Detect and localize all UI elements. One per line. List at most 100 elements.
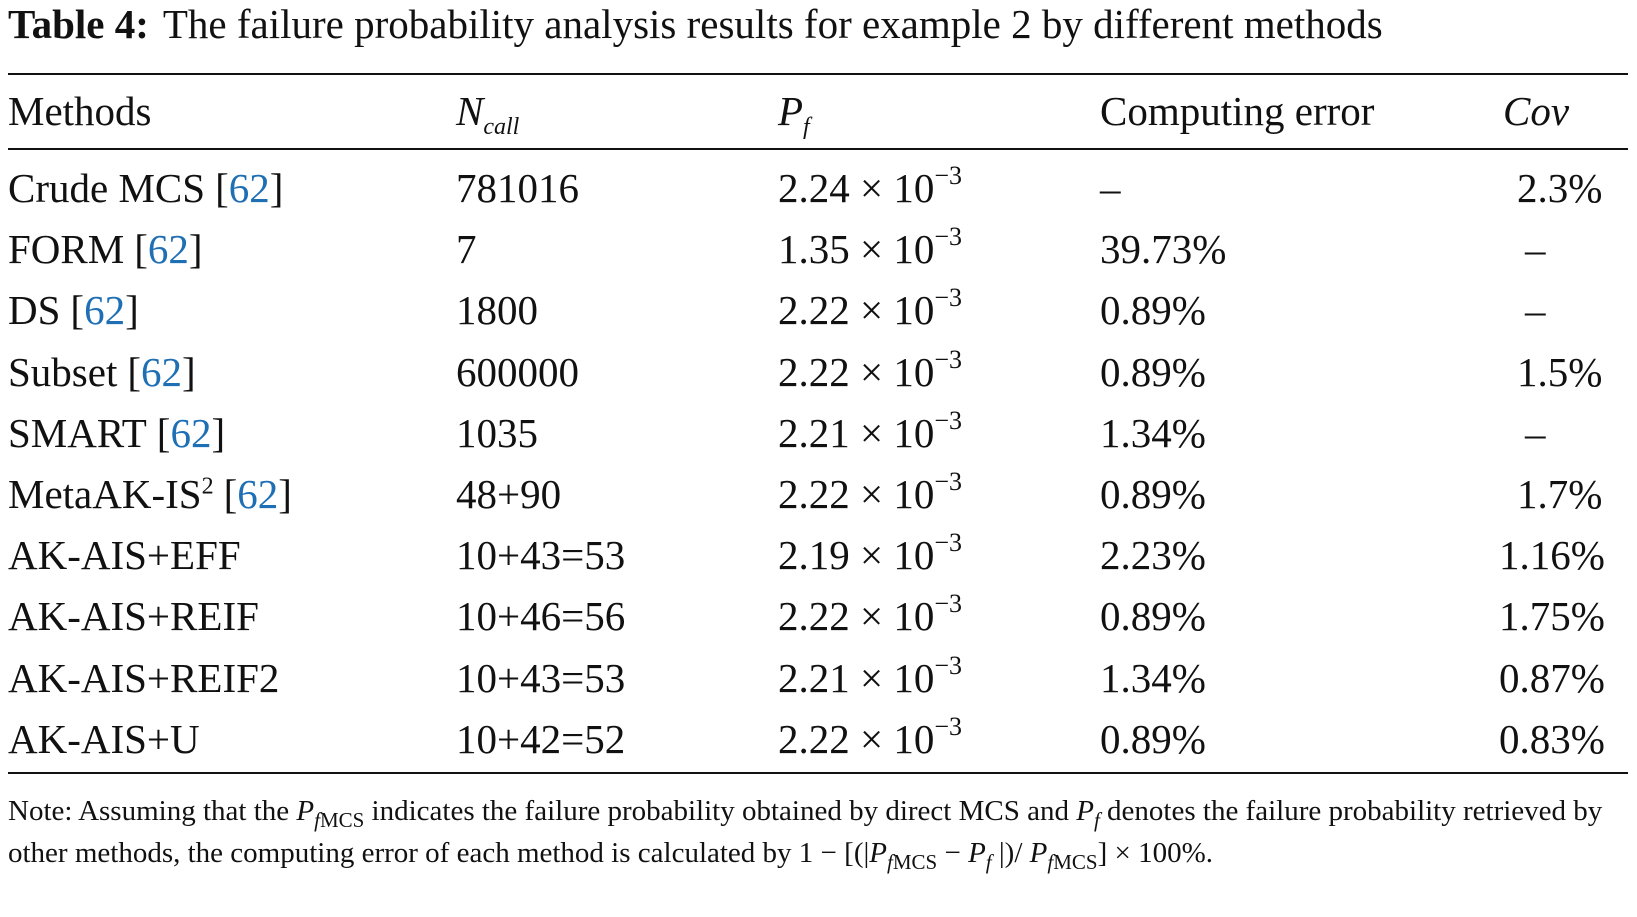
note-segment: f — [985, 850, 992, 874]
error-value: 0.89% — [1100, 348, 1206, 395]
method-name: AK-AIS+U — [8, 715, 200, 762]
header-cell: Pf — [778, 91, 810, 140]
error-cell: 2.23% — [1100, 535, 1206, 576]
cov-cell: – — [1525, 290, 1546, 331]
header-pf-sub: f — [803, 114, 810, 141]
ncall-cell: 48+90 — [456, 474, 561, 515]
note-segment: P — [869, 837, 887, 869]
pf-mantissa: 2.19 × 10 — [778, 532, 935, 579]
header-cell: Cov — [1503, 91, 1569, 132]
method-name: AK-AIS+REIF2 — [8, 654, 280, 701]
pf-cell: 2.21 × 10−3 — [778, 652, 962, 699]
citation-bracket: ] — [278, 471, 292, 517]
cov-cell: 1.5% — [1517, 351, 1602, 393]
note-segment: f — [314, 808, 320, 832]
citation: [62] — [157, 410, 225, 456]
citation-ref: 62 — [84, 287, 126, 334]
citation-bracket: [ — [127, 348, 142, 395]
note-segment: MCS — [319, 808, 365, 832]
pf-exponent: −3 — [934, 405, 963, 435]
error-value: 1.34% — [1100, 409, 1206, 456]
citation-bracket: [ — [215, 165, 229, 211]
cov-value: 1.7% — [1517, 471, 1603, 517]
error-cell: 0.89% — [1100, 290, 1206, 331]
note-segment: − — [937, 837, 969, 869]
citation: [62] — [134, 226, 202, 272]
error-cell: 1.34% — [1100, 409, 1206, 456]
note-segment: P — [1029, 837, 1048, 869]
error-cell: 39.73% — [1100, 229, 1226, 270]
error-value: 39.73% — [1100, 226, 1227, 273]
ncall-value: 7 — [456, 226, 477, 273]
note-segment: indicates the failure probability obtain… — [364, 795, 1077, 827]
cov-value: – — [1525, 226, 1546, 273]
pf-exponent: −3 — [934, 711, 963, 741]
method-sup: 2 — [201, 473, 214, 500]
citation-ref: 62 — [170, 409, 212, 456]
pf-cell: 1.35 × 10−3 — [778, 224, 962, 273]
header-cell: Methods — [8, 91, 152, 132]
cov-cell: 0.87% — [1499, 657, 1605, 699]
error-cell: – — [1100, 168, 1121, 209]
pf-mantissa: 2.22 × 10 — [778, 348, 935, 395]
cov-value: 1.75% — [1499, 593, 1605, 640]
ncall-value: 10+46=56 — [456, 593, 626, 640]
pf-exponent: −3 — [934, 650, 963, 680]
note-segment: P — [968, 837, 986, 869]
ncall-cell: 10+43=53 — [456, 657, 625, 699]
pf-mantissa: 1.35 × 10 — [778, 226, 935, 273]
caption-label: Table 4: — [8, 1, 149, 47]
ncall-value: 1035 — [456, 409, 538, 456]
citation: [62] — [127, 349, 195, 395]
ncall-value: 10+43=53 — [456, 532, 626, 579]
note-segment: f — [887, 850, 893, 874]
method-name: MetaAK-IS — [8, 471, 202, 517]
citation-bracket: ] — [211, 409, 226, 456]
ncall-cell: 10+42=52 — [456, 718, 625, 760]
note-segment: MCS — [892, 850, 938, 874]
method-cell: AK-AIS+REIF — [8, 596, 259, 637]
ncall-cell: 1800 — [456, 290, 538, 331]
method-cell: AK-AIS+U — [8, 715, 200, 762]
error-cell: 0.89% — [1100, 718, 1206, 760]
header-methods: Methods — [8, 88, 152, 134]
cov-value: – — [1525, 409, 1546, 456]
table-caption: Table 4: The failure probability analysis… — [8, 0, 1383, 48]
ncall-value: 48+90 — [456, 471, 562, 517]
pf-exponent: −3 — [934, 589, 963, 619]
error-value: 0.89% — [1100, 287, 1206, 334]
header-cell: Computing error — [1100, 91, 1374, 132]
cov-cell: – — [1525, 409, 1546, 456]
error-value: 1.34% — [1100, 654, 1206, 701]
error-value: 0.89% — [1100, 471, 1206, 517]
pf-mantissa: 2.22 × 10 — [778, 287, 935, 334]
citation-bracket: [ — [223, 471, 238, 517]
cov-cell: 1.16% — [1499, 535, 1605, 576]
top-rule — [8, 73, 1628, 75]
ncall-cell: 600000 — [456, 351, 579, 393]
method-cell: FORM [62] — [8, 229, 203, 270]
caption-text: The failure probability analysis results… — [162, 1, 1383, 47]
pf-cell: 2.21 × 10−3 — [778, 407, 962, 454]
method-name: Subset — [8, 348, 118, 395]
header-cov: Cov — [1503, 88, 1570, 134]
pf-cell: 2.19 × 10−3 — [778, 530, 962, 579]
header-ncall: N — [456, 88, 484, 134]
note-segment: f — [1047, 850, 1054, 874]
note-segment: MCS — [1053, 850, 1098, 874]
method-name: Crude MCS — [8, 165, 206, 211]
pf-exponent: −3 — [934, 161, 963, 190]
citation-bracket: ] — [188, 226, 203, 273]
ncall-cell: 10+43=53 — [456, 535, 625, 576]
citation-bracket: [ — [134, 226, 148, 273]
citation-ref: 62 — [147, 226, 189, 273]
pf-cell: 2.22 × 10−3 — [778, 469, 962, 515]
cov-cell: 1.75% — [1499, 596, 1605, 637]
citation: [62] — [215, 165, 283, 211]
method-cell: MetaAK-IS2 [62] — [8, 474, 292, 515]
error-value: – — [1100, 165, 1121, 211]
method-name: FORM — [8, 226, 125, 273]
error-cell: 0.89% — [1100, 348, 1206, 395]
ncall-value: 781016 — [456, 165, 579, 211]
